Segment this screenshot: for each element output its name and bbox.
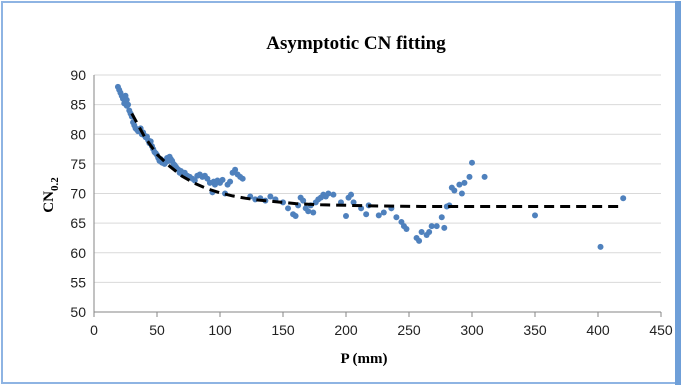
data-point (597, 243, 604, 250)
data-point (380, 209, 387, 216)
data-point (227, 178, 234, 185)
x-tick-label: 300 (460, 322, 484, 338)
data-point (191, 177, 198, 184)
data-point (330, 191, 337, 198)
chart-frame-edge (675, 1, 681, 385)
y-tick-label: 60 (70, 245, 86, 261)
data-point (219, 176, 226, 183)
y-axis-label-sub: 0.2 (49, 177, 61, 191)
data-point (267, 193, 274, 200)
data-point (433, 223, 440, 230)
data-point (123, 96, 130, 103)
data-point (363, 211, 370, 218)
x-tick-label: 200 (334, 322, 358, 338)
y-tick-label: 65 (70, 215, 86, 231)
x-tick-label: 0 (90, 322, 98, 338)
data-point (438, 214, 445, 221)
data-point (456, 181, 463, 188)
y-tick-label: 50 (70, 304, 86, 320)
data-point (343, 213, 349, 220)
chart-title: Asymptotic CN fitting (266, 33, 446, 54)
data-point (481, 173, 488, 180)
data-point (375, 212, 382, 219)
x-tick-label: 400 (586, 322, 610, 338)
data-point (418, 229, 425, 236)
x-tick-label: 350 (523, 322, 547, 338)
data-point (458, 190, 465, 197)
x-tick-label: 150 (271, 322, 295, 338)
data-point (325, 190, 332, 197)
data-point (466, 173, 473, 180)
data-point (348, 191, 355, 198)
data-point (469, 159, 475, 166)
y-tick-label: 85 (70, 97, 86, 113)
data-point (350, 199, 357, 206)
data-point (125, 101, 132, 108)
data-point (239, 175, 246, 182)
data-point (451, 187, 458, 194)
data-point (441, 224, 448, 231)
y-tick-label: 75 (70, 156, 86, 172)
y-tick-label: 80 (70, 126, 86, 142)
y-tick-label: 70 (70, 186, 86, 202)
data-point (285, 205, 292, 212)
data-point (232, 166, 239, 173)
x-tick-label: 100 (208, 322, 232, 338)
data-point (620, 195, 627, 202)
fit-line (130, 112, 624, 208)
data-point (532, 212, 538, 219)
data-point (292, 213, 299, 220)
gridlines (94, 74, 661, 283)
data-point (300, 197, 307, 204)
y-tick-label: 55 (70, 274, 86, 290)
data-point (305, 208, 312, 215)
x-tick-label: 250 (397, 322, 421, 338)
y-axis-label-main: CN (41, 191, 57, 213)
x-tick-label: 50 (149, 322, 165, 338)
data-point (393, 214, 400, 221)
y-tick-label: 90 (70, 67, 86, 83)
data-point (428, 223, 435, 230)
chart-frame (1, 1, 677, 384)
data-point (403, 226, 410, 233)
data-points (114, 83, 627, 250)
x-tick-label: 450 (649, 322, 673, 338)
axes (93, 75, 662, 317)
data-point (416, 237, 423, 244)
fitted-curve (130, 112, 624, 208)
x-axis-label: P (mm) (340, 351, 387, 367)
data-point (310, 209, 317, 216)
y-axis-label: CN0.2 (41, 177, 61, 213)
data-point (461, 179, 468, 186)
data-point (426, 229, 433, 236)
